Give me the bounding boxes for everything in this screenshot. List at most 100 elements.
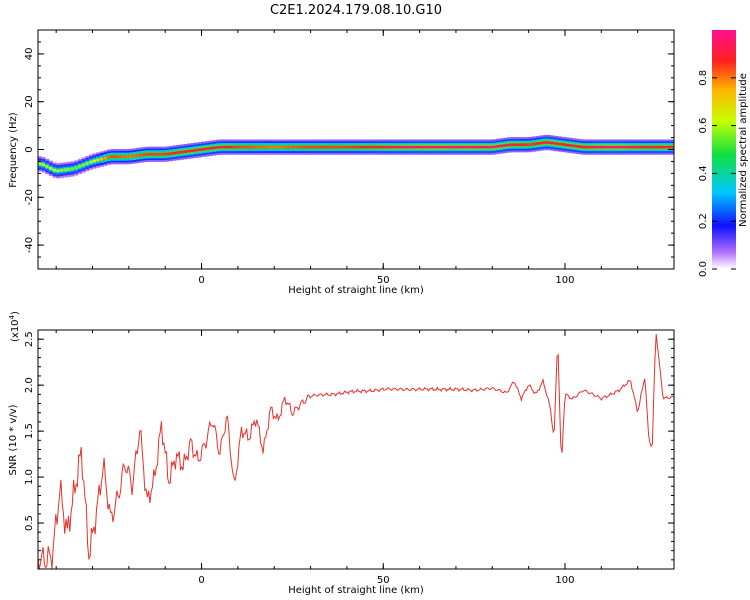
heatmap-cell — [321, 145, 326, 149]
heatmap-cell — [652, 145, 657, 149]
heatmap-cell — [459, 145, 464, 149]
heatmap-cell — [528, 143, 533, 146]
heatmap-cell — [125, 155, 130, 158]
heatmap-cell — [495, 145, 500, 148]
heatmap-cell — [245, 145, 250, 149]
heatmap-cell — [434, 145, 439, 149]
heatmap-cell — [99, 157, 104, 161]
heatmap-cell — [92, 159, 97, 163]
heatmap-cell — [572, 144, 577, 148]
heatmap-cell — [110, 155, 115, 158]
heatmap-cell — [226, 145, 232, 149]
heatmap-cell — [343, 145, 348, 149]
heatmap-cell — [270, 145, 275, 149]
heatmap-cell — [310, 145, 315, 149]
heatmap-cell — [183, 150, 188, 153]
heatmap-cell — [372, 145, 377, 149]
heatmap-cell — [641, 145, 646, 149]
heatmap-cell — [521, 143, 526, 147]
heatmap-cell — [597, 145, 602, 149]
heatmap-cell — [586, 145, 591, 149]
heatmap-cell — [339, 145, 344, 149]
heatmap-cell — [514, 143, 519, 147]
snr-multiplier-base: (x10 — [10, 319, 21, 342]
heatmap-cell — [52, 168, 57, 172]
heatmap-cell — [503, 144, 508, 147]
heatmap-cell — [655, 145, 660, 149]
heatmap-cell — [328, 145, 333, 149]
spectrogram-x-tick-label: 0 — [198, 275, 204, 286]
heatmap-cell — [485, 145, 490, 149]
heatmap-cell — [499, 144, 504, 148]
heatmap-cell — [314, 145, 319, 149]
heatmap-cell — [539, 141, 544, 145]
snr-x-tick-label: 0 — [198, 575, 204, 586]
heatmap-cell — [612, 145, 617, 149]
heatmap-cell — [205, 147, 210, 151]
heatmap-cell — [423, 145, 428, 149]
heatmap-cell — [194, 148, 199, 152]
heatmap-cell — [630, 145, 635, 149]
snr-ticks: 0 50 100 0.5 1.0 1.5 2.0 2.5 — [24, 330, 675, 586]
heatmap-cell — [568, 144, 573, 147]
colorbar-ticks: 0.0 0.2 0.4 0.6 0.8 — [698, 70, 736, 277]
snr-multiplier-exponent: 4 — [8, 314, 16, 319]
heatmap-cell — [230, 145, 235, 149]
heatmap-cell — [237, 145, 242, 149]
heatmap-cell — [546, 141, 551, 144]
colorbar-tick-label: 0.8 — [698, 70, 709, 86]
snr-y-multiplier: (x104) — [8, 311, 21, 342]
spectrogram-y-tick-label: -40 — [24, 237, 35, 253]
heatmap-cell — [132, 154, 137, 158]
snr-multiplier-close: ) — [10, 311, 21, 315]
snr-plot-area — [38, 330, 674, 569]
heatmap-cell — [59, 168, 64, 172]
heatmap-cell — [259, 145, 264, 149]
heatmap-cell — [608, 145, 613, 149]
heatmap-cell — [197, 148, 202, 152]
heatmap-cell — [441, 145, 446, 149]
heatmap-cell — [88, 160, 93, 164]
heatmap-cell — [139, 153, 144, 157]
heatmap-cell — [579, 145, 584, 149]
heatmap-cell — [96, 158, 101, 162]
colorbar-tick-label: 0.6 — [698, 118, 709, 134]
heatmap-cell — [306, 145, 311, 149]
heatmap-cell — [154, 152, 159, 156]
snr-y-tick-label: 1.0 — [24, 469, 35, 485]
heatmap-cell — [448, 145, 453, 149]
heatmap-cell — [590, 145, 595, 149]
heatmap-cell — [401, 145, 406, 149]
heatmap-cell — [383, 145, 388, 149]
colorbar: 0.0 0.2 0.4 0.6 0.8 Normalized spectral ampl… — [698, 30, 749, 277]
heatmap-cell — [172, 151, 177, 155]
heatmap-cell — [601, 145, 606, 149]
heatmap-cell — [179, 150, 184, 154]
heatmap-cell — [81, 163, 86, 167]
heatmap-cell — [488, 145, 493, 149]
heatmap-cell — [346, 145, 351, 149]
spectrogram-y-tick-label: 20 — [24, 95, 35, 108]
heatmap-cell — [67, 168, 72, 171]
heatmap-cell — [466, 145, 471, 149]
snr-series-line — [37, 334, 675, 570]
heatmap-cell — [564, 143, 570, 147]
snr-y-tick-label: 2.0 — [24, 377, 35, 393]
heatmap-cell — [583, 145, 588, 149]
heatmap-cell — [550, 141, 555, 145]
heatmap-cell — [670, 145, 675, 149]
heatmap-cell — [412, 145, 417, 149]
heatmap-cell — [136, 154, 141, 157]
heatmap-cell — [644, 145, 649, 149]
heatmap-cell — [48, 167, 53, 170]
heatmap-cell — [288, 145, 293, 149]
heatmap-cell — [554, 142, 559, 145]
heatmap-cell — [296, 145, 301, 149]
colorbar-label: Normalized spectral amplitude — [738, 73, 749, 227]
heatmap-cell — [426, 145, 431, 149]
heatmap-cell — [594, 145, 599, 149]
heatmap-cell — [299, 145, 304, 149]
heatmap-cell — [38, 162, 43, 166]
heatmap-cell — [277, 145, 282, 149]
heatmap-cell — [103, 156, 108, 160]
